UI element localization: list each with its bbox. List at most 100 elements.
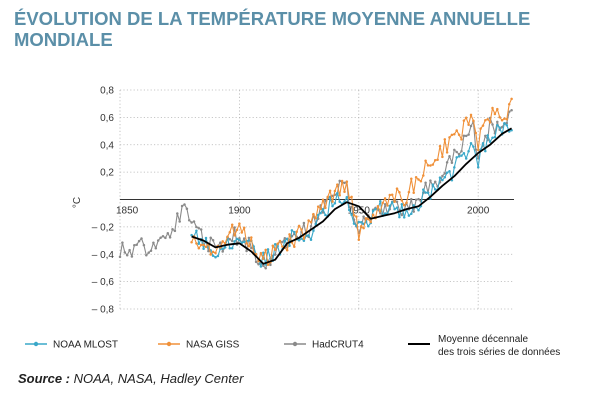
series-point-1 — [438, 144, 442, 148]
series-point-0 — [464, 157, 468, 160]
series-point-0 — [441, 178, 444, 182]
series-point-0 — [433, 188, 437, 191]
series-point-1 — [312, 212, 315, 216]
series-point-0 — [460, 154, 463, 157]
series-point-0 — [359, 220, 363, 224]
series-point-0 — [259, 265, 263, 268]
series-point-1 — [395, 187, 399, 190]
series-point-2 — [324, 199, 327, 203]
series-point-1 — [357, 238, 361, 241]
series-point-0 — [221, 247, 224, 251]
series-point-2 — [145, 254, 148, 257]
series-point-0 — [426, 191, 430, 194]
series-point-1 — [293, 245, 296, 249]
series-point-0 — [233, 240, 236, 243]
series-point-1 — [479, 127, 482, 130]
chart-title: ÉVOLUTION DE LA TEMPÉRATURE MOYENNE ANNU… — [14, 8, 531, 50]
series-point-1 — [355, 215, 358, 218]
series-point-2 — [469, 124, 473, 128]
series-point-1 — [486, 117, 489, 121]
series-point-1 — [204, 245, 208, 249]
series-point-2 — [166, 231, 170, 235]
series-point-0 — [343, 200, 346, 203]
series-point-2 — [433, 180, 437, 183]
series-point-1 — [359, 225, 363, 228]
series-point-1 — [460, 138, 463, 141]
series-point-0 — [503, 121, 506, 125]
series-point-0 — [266, 248, 270, 251]
series-point-2 — [441, 174, 444, 178]
series-point-0 — [314, 222, 318, 226]
series-point-0 — [469, 141, 473, 145]
series-point-2 — [156, 239, 160, 242]
series-point-2 — [228, 237, 232, 241]
series-point-2 — [245, 249, 248, 253]
series-point-2 — [164, 236, 167, 240]
series-point-1 — [500, 119, 504, 122]
series-point-1 — [233, 234, 236, 237]
series-point-2 — [283, 237, 287, 240]
series-point-1 — [474, 131, 478, 135]
series-point-1 — [481, 124, 485, 127]
series-point-0 — [505, 123, 509, 127]
series-point-0 — [204, 236, 208, 240]
series-point-2 — [264, 266, 267, 270]
series-point-0 — [484, 149, 487, 153]
series-point-0 — [443, 176, 447, 179]
series-point-0 — [431, 183, 435, 186]
series-point-2 — [496, 120, 499, 124]
series-point-1 — [510, 97, 513, 101]
series-point-0 — [223, 246, 227, 249]
series-point-1 — [503, 117, 506, 120]
series-point-2 — [159, 236, 162, 240]
series-point-1 — [264, 248, 267, 252]
series-point-2 — [180, 204, 184, 208]
series-point-1 — [476, 148, 480, 152]
series-point-2 — [192, 220, 196, 223]
series-point-2 — [185, 207, 189, 210]
series-point-2 — [137, 239, 141, 243]
series-point-1 — [347, 196, 351, 200]
series-point-2 — [147, 251, 150, 254]
series-point-1 — [324, 206, 327, 210]
series-point-0 — [453, 166, 456, 169]
series-point-0 — [417, 208, 420, 212]
series-point-0 — [402, 216, 406, 219]
series-point-1 — [364, 216, 368, 220]
series-point-1 — [436, 158, 439, 161]
series-point-0 — [328, 196, 332, 199]
series-point-1 — [247, 244, 251, 248]
series-point-0 — [290, 229, 294, 232]
series-point-1 — [295, 230, 298, 234]
series-point-0 — [242, 240, 246, 244]
series-point-1 — [491, 106, 494, 110]
series-point-2 — [140, 237, 143, 240]
series-point-1 — [278, 239, 282, 243]
series-point-0 — [383, 212, 387, 215]
series-point-2 — [161, 234, 165, 238]
series-point-1 — [433, 159, 437, 162]
series-point-0 — [455, 156, 458, 159]
series-point-0 — [374, 207, 377, 211]
series-point-2 — [460, 150, 463, 153]
series-point-1 — [297, 224, 301, 228]
series-point-1 — [414, 176, 418, 179]
series-point-2 — [221, 250, 224, 253]
series-point-0 — [228, 247, 232, 250]
series-point-0 — [398, 215, 401, 219]
series-point-1 — [326, 195, 329, 199]
series-point-2 — [484, 134, 487, 138]
series-point-1 — [238, 222, 241, 225]
series-point-0 — [448, 170, 451, 173]
series-point-2 — [491, 123, 494, 126]
series-point-1 — [441, 155, 444, 159]
series-point-1 — [211, 250, 215, 254]
series-point-0 — [316, 213, 320, 217]
series-point-0 — [438, 176, 442, 179]
series-point-0 — [493, 135, 497, 139]
series-point-2 — [424, 181, 427, 185]
series-point-0 — [410, 212, 413, 216]
series-point-0 — [412, 204, 415, 207]
series-point-1 — [271, 244, 275, 248]
series-point-2 — [133, 243, 136, 247]
